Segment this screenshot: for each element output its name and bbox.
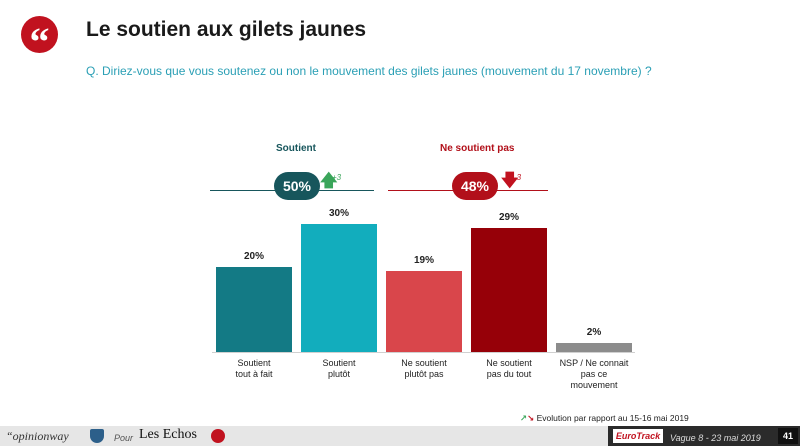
chart-baseline (212, 352, 635, 353)
legend: ↗↘ Evolution par rapport au 15-16 mai 20… (520, 413, 689, 424)
page-title: Le soutien aux gilets jaunes (86, 18, 367, 41)
bar-value-0: 20% (243, 250, 264, 262)
arrow-down-icon: 🡇 (501, 171, 519, 190)
bar-label-1: Soutient plutôt (322, 358, 356, 379)
pour-label: Pour (114, 433, 134, 443)
bar-value-3: 29% (498, 212, 519, 224)
total-pill-ne-soutient-pas: 48% (452, 172, 498, 200)
bar-value-2: 19% (413, 254, 434, 266)
legend-arrow-down-icon: ↘ (527, 413, 535, 423)
delta-ne-soutient-pas: -3 (514, 173, 522, 182)
bar-3 (471, 228, 547, 352)
page-number: 41 (778, 428, 798, 444)
wave-label: Vague 8 - 23 mai 2019 (670, 433, 761, 443)
footer: “opinionway Pour Les Echos EuroTrack Vag… (0, 426, 800, 446)
bar-4 (556, 343, 632, 352)
quote-icon: “ (21, 16, 58, 64)
bar-0 (216, 266, 292, 352)
arrow-up-icon: 🡅 (320, 171, 338, 190)
survey-question: Q. Diriez-vous que vous soutenez ou non … (86, 64, 652, 78)
eurotrack-logo: EuroTrack (613, 429, 663, 443)
bar-label-0: Soutient tout à fait (235, 358, 273, 379)
delta-soutient: +3 (332, 173, 342, 182)
bar-label-2: Ne soutient plutôt pas (401, 358, 447, 379)
shield-icon (90, 429, 104, 443)
partner-logo-icon (211, 429, 225, 443)
legend-text: Evolution par rapport au 15-16 mai 2019 (536, 413, 689, 423)
footer-strip (0, 426, 800, 446)
bar-2 (386, 270, 462, 352)
bar-1 (301, 224, 377, 352)
bar-value-4: 2% (586, 327, 602, 339)
opinionway-logo: “opinionway (6, 429, 69, 443)
bar-value-1: 30% (328, 208, 349, 219)
legend-arrow-up-icon: ↗ (520, 413, 528, 423)
total-pill-soutient: 50% (274, 172, 320, 200)
group-label-ne-soutient-pas: Ne soutient pas (440, 143, 515, 154)
bar-label-3: Ne soutient pas du tout (486, 358, 532, 379)
les-echos-logo: Les Echos (139, 427, 197, 442)
group-label-soutient: Soutient (276, 143, 316, 154)
bar-label-4: NSP / Ne connait pas ce mouvement (559, 358, 629, 390)
